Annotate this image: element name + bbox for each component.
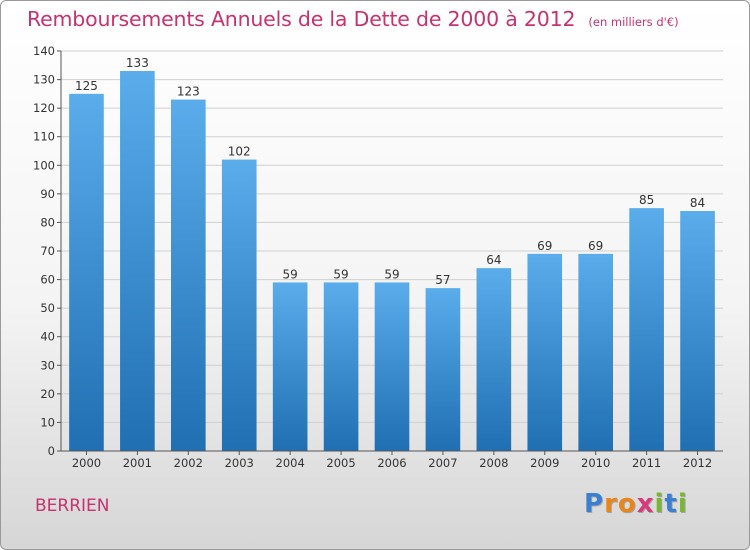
- bar-value-label: 125: [75, 79, 98, 93]
- bar-value-label: 59: [384, 267, 399, 281]
- bar-2012: [680, 211, 715, 451]
- bar-2007: [425, 288, 461, 451]
- y-tick-label: 100: [33, 158, 55, 172]
- bar-2001: [120, 71, 155, 451]
- bar-value-label: 57: [435, 273, 450, 287]
- y-tick-label: 30: [40, 358, 55, 372]
- bar-value-label: 69: [537, 239, 552, 253]
- logo-letter: P: [584, 489, 605, 519]
- bar-value-label: 85: [639, 193, 654, 207]
- bar-value-label: 133: [126, 56, 149, 70]
- bar-2004: [272, 282, 308, 451]
- y-tick-label: 70: [40, 244, 55, 258]
- logo-letter: r: [604, 489, 618, 519]
- proxiti-logo: Proxiti: [584, 489, 688, 519]
- y-tick-label: 40: [40, 330, 55, 344]
- x-tick-label: 2010: [581, 456, 610, 470]
- bar-2003: [221, 159, 257, 452]
- y-tick-label: 60: [40, 273, 55, 287]
- x-tick-label: 2003: [225, 456, 254, 470]
- y-tick-label: 10: [40, 415, 55, 429]
- x-tick-label: 2008: [479, 456, 508, 470]
- logo-letter: o: [617, 489, 637, 519]
- bar-value-label: 123: [177, 85, 200, 99]
- x-tick-label: 2011: [632, 456, 661, 470]
- bar-2005: [323, 282, 359, 451]
- x-tick-label: 2006: [377, 456, 406, 470]
- y-tick-label: 0: [48, 444, 55, 458]
- bar-value-label: 59: [283, 267, 298, 281]
- x-tick-label: 2004: [276, 456, 305, 470]
- axes: 0 10 20 30 40 50 60 70 80 90 100 110 120 130 140 125 200…: [33, 44, 723, 470]
- chart-subtitle: (en milliers d'€): [588, 15, 679, 29]
- bar-value-label: 102: [228, 145, 251, 159]
- logo-letter: x: [636, 489, 655, 519]
- y-tick-label: 120: [33, 101, 55, 115]
- x-tick-label: 2001: [123, 456, 152, 470]
- y-tick-label: 130: [33, 73, 55, 87]
- bar-2000: [69, 93, 104, 451]
- x-tick-label: 2009: [530, 456, 559, 470]
- chart-title: Remboursements Annuels de la Dette de 20…: [27, 7, 576, 31]
- logo-letter: i: [654, 489, 665, 519]
- x-tick-label: 2012: [683, 456, 712, 470]
- logo-letter: t: [664, 489, 678, 519]
- bar-2008: [476, 268, 512, 451]
- bar-2002: [170, 99, 206, 452]
- logo-letter: i: [677, 489, 688, 519]
- y-tick-label: 50: [40, 301, 55, 315]
- bar-value-label: 64: [486, 253, 501, 267]
- bar-2011: [629, 208, 664, 451]
- x-tick-label: 2000: [72, 456, 101, 470]
- x-tick-label: 2007: [428, 456, 457, 470]
- bars: [69, 71, 715, 452]
- x-tick-label: 2005: [326, 456, 355, 470]
- y-tick-label: 90: [40, 187, 55, 201]
- x-tick-label: 2002: [174, 456, 203, 470]
- title-row: Remboursements Annuels de la Dette de 20…: [27, 7, 679, 31]
- bar-2006: [374, 282, 410, 451]
- bar-value-label: 84: [690, 196, 705, 210]
- commune-name: BERRIEN: [35, 496, 110, 516]
- bar-value-label: 69: [588, 239, 603, 253]
- bar-value-label: 59: [333, 267, 348, 281]
- y-tick-label: 110: [33, 130, 55, 144]
- y-tick-label: 80: [40, 215, 55, 229]
- y-tick-label: 140: [33, 44, 55, 58]
- bar-2010: [578, 253, 614, 451]
- y-tick-label: 20: [40, 387, 55, 401]
- bar-2009: [527, 253, 563, 451]
